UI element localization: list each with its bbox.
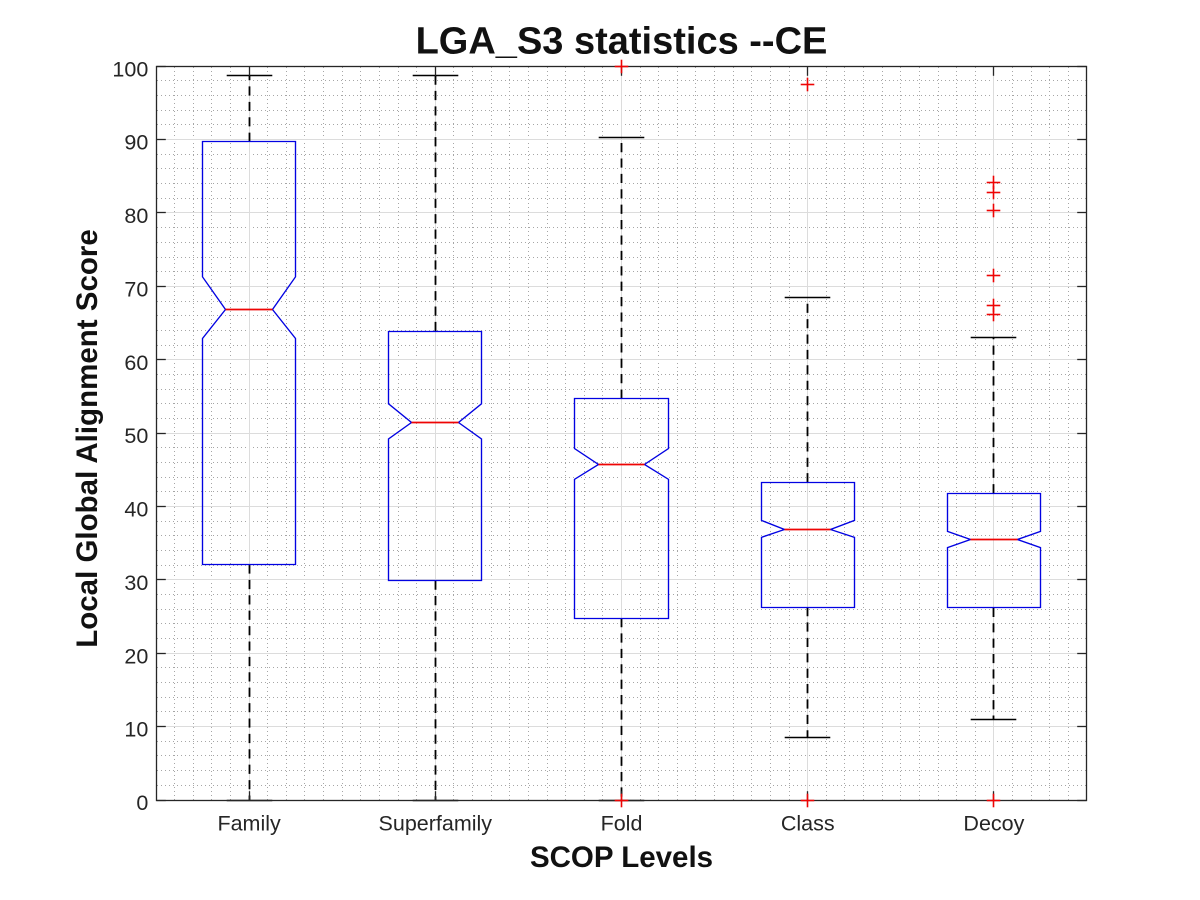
svg-text:80: 80 bbox=[124, 204, 148, 228]
svg-text:60: 60 bbox=[124, 351, 148, 375]
svg-text:LGA_S3 statistics --CE: LGA_S3 statistics --CE bbox=[416, 21, 828, 63]
svg-text:Local Global Alignment Score: Local Global Alignment Score bbox=[71, 229, 104, 648]
svg-text:90: 90 bbox=[124, 131, 148, 155]
svg-text:0: 0 bbox=[136, 791, 148, 815]
svg-text:Class: Class bbox=[781, 812, 835, 836]
svg-text:70: 70 bbox=[124, 277, 148, 301]
svg-text:50: 50 bbox=[124, 424, 148, 448]
svg-text:10: 10 bbox=[124, 718, 148, 742]
svg-text:SCOP Levels: SCOP Levels bbox=[530, 841, 713, 874]
svg-text:Decoy: Decoy bbox=[963, 812, 1024, 836]
svg-text:100: 100 bbox=[112, 57, 148, 81]
svg-text:20: 20 bbox=[124, 644, 148, 668]
svg-text:Family: Family bbox=[217, 812, 281, 836]
svg-text:Fold: Fold bbox=[601, 812, 643, 836]
svg-text:Superfamily: Superfamily bbox=[379, 812, 493, 836]
svg-text:40: 40 bbox=[124, 498, 148, 522]
svg-text:30: 30 bbox=[124, 571, 148, 595]
